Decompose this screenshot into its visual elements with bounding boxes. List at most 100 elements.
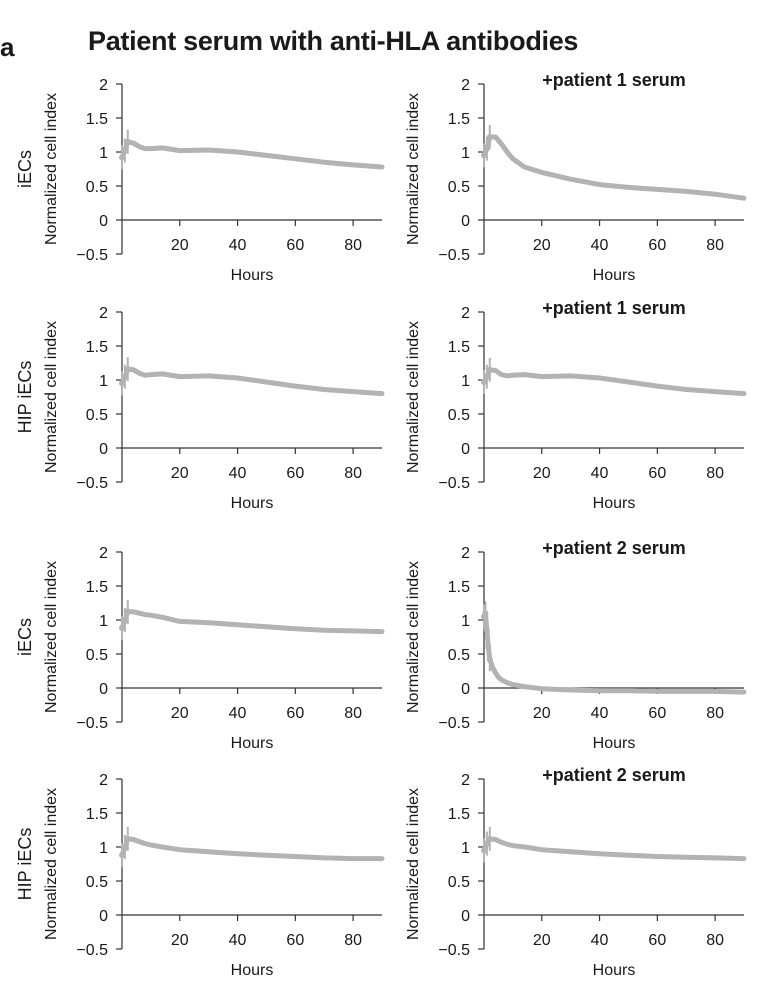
- y-tick-label: −0.5: [438, 475, 470, 492]
- series-line: [481, 134, 747, 201]
- y-axis-label: Normalized cell index: [405, 93, 422, 245]
- chart-panel-7: −0.5 0 0.5 1 1.5 2 20 40 60 80 Hours Normalized cel…: [15, 772, 385, 979]
- data-point: [121, 373, 128, 380]
- row-label: HIP iECs: [15, 361, 35, 434]
- y-tick-label: 1.5: [448, 339, 470, 356]
- x-tick-label: 20: [533, 237, 551, 254]
- y-axis-label: Normalized cell index: [43, 321, 60, 473]
- panel-title: +patient 2 serum: [542, 538, 686, 558]
- x-axis-label: Hours: [231, 267, 274, 284]
- panel-title: +patient 1 serum: [542, 298, 686, 318]
- data-point: [124, 366, 131, 373]
- y-tick-label: 2: [99, 545, 108, 562]
- y-tick-label: 0.5: [86, 647, 108, 664]
- x-tick-label: 60: [648, 705, 666, 722]
- x-tick-label: 80: [706, 932, 724, 949]
- data-point: [486, 366, 493, 373]
- y-tick-label: 1.5: [448, 806, 470, 823]
- x-tick-label: 60: [286, 237, 304, 254]
- y-tick-label: 1: [99, 373, 108, 390]
- x-tick-label: 40: [591, 465, 609, 482]
- x-tick-label: 40: [229, 932, 247, 949]
- y-tick-label: 1: [99, 613, 108, 630]
- y-tick-label: 0.5: [86, 874, 108, 891]
- x-axis-label: Hours: [231, 735, 274, 752]
- x-tick-label: 80: [706, 705, 724, 722]
- y-tick-label: 1: [461, 613, 470, 630]
- row-label: HIP iECs: [15, 828, 35, 901]
- x-tick-label: 40: [591, 932, 609, 949]
- y-tick-label: 2: [461, 77, 470, 94]
- data-point: [481, 152, 487, 159]
- y-tick-label: 0: [99, 908, 108, 925]
- x-tick-label: 80: [344, 932, 362, 949]
- y-axis-label: Normalized cell index: [43, 561, 60, 713]
- data-point: [119, 380, 125, 387]
- x-tick-label: 80: [706, 237, 724, 254]
- y-axis-label: Normalized cell index: [43, 93, 60, 245]
- y-tick-label: 1: [461, 840, 470, 857]
- x-tick-label: 80: [344, 705, 362, 722]
- x-tick-label: 20: [171, 705, 189, 722]
- row-label: iECs: [15, 150, 35, 188]
- x-tick-label: 80: [344, 237, 362, 254]
- x-tick-label: 60: [648, 237, 666, 254]
- x-tick-label: 60: [286, 932, 304, 949]
- x-axis-label: Hours: [231, 962, 274, 979]
- y-tick-label: 2: [461, 772, 470, 789]
- x-tick-label: 20: [171, 237, 189, 254]
- y-tick-label: 1: [461, 145, 470, 162]
- y-axis-label: Normalized cell index: [405, 321, 422, 473]
- x-tick-label: 80: [706, 465, 724, 482]
- y-tick-label: −0.5: [438, 942, 470, 959]
- x-tick-label: 40: [591, 705, 609, 722]
- panel-letter: a: [0, 32, 15, 62]
- x-axis-label: Hours: [593, 962, 636, 979]
- x-tick-label: 60: [286, 705, 304, 722]
- y-tick-label: 1: [99, 145, 108, 162]
- panel-title: +patient 1 serum: [542, 70, 686, 90]
- y-tick-label: 1: [99, 840, 108, 857]
- y-tick-label: 2: [99, 77, 108, 94]
- y-tick-label: 0.5: [86, 407, 108, 424]
- x-tick-label: 80: [344, 465, 362, 482]
- y-tick-label: 0.5: [448, 407, 470, 424]
- y-tick-label: 1.5: [86, 111, 108, 128]
- y-tick-label: 1.5: [86, 339, 108, 356]
- chart-panel-4: −0.5 0 0.5 1 1.5 2 20 40 60 80 Hours Normalized cel…: [405, 298, 747, 512]
- figure-title: Patient serum with anti-HLA antibodies: [88, 26, 579, 56]
- x-tick-label: 40: [229, 237, 247, 254]
- series-line: [119, 836, 385, 862]
- data-point: [482, 610, 489, 617]
- x-tick-label: 20: [171, 465, 189, 482]
- y-tick-label: 1: [461, 373, 470, 390]
- y-tick-label: 2: [461, 305, 470, 322]
- y-tick-label: 0: [461, 908, 470, 925]
- data-point: [483, 373, 490, 380]
- y-tick-label: 1.5: [86, 806, 108, 823]
- y-tick-label: 0: [99, 441, 108, 458]
- y-tick-label: 0: [99, 681, 108, 698]
- x-tick-label: 20: [533, 705, 551, 722]
- chart-panel-6: −0.5 0 0.5 1 1.5 2 20 40 60 80 Hours Normalized cel…: [405, 538, 747, 752]
- y-axis-label: Normalized cell index: [43, 788, 60, 940]
- data-point: [121, 147, 128, 154]
- y-tick-label: 0: [461, 213, 470, 230]
- data-point: [486, 134, 493, 141]
- y-tick-label: 0: [461, 681, 470, 698]
- y-tick-label: −0.5: [76, 475, 108, 492]
- data-point: [481, 379, 487, 386]
- x-tick-label: 60: [648, 932, 666, 949]
- chart-panel-8: −0.5 0 0.5 1 1.5 2 20 40 60 80 Hours Normalized cel…: [405, 765, 747, 979]
- data-point: [121, 844, 128, 850]
- y-tick-label: 0: [461, 441, 470, 458]
- data-point: [119, 852, 125, 859]
- data-point: [483, 840, 490, 847]
- data-point: [121, 617, 128, 623]
- chart-panel-1: −0.5 0 0.5 1 1.5 2 20 40 60 80 Hours Normalized cel…: [15, 77, 385, 284]
- x-tick-label: 60: [286, 465, 304, 482]
- x-tick-label: 20: [533, 465, 551, 482]
- x-tick-label: 60: [648, 465, 666, 482]
- data-point: [483, 145, 490, 152]
